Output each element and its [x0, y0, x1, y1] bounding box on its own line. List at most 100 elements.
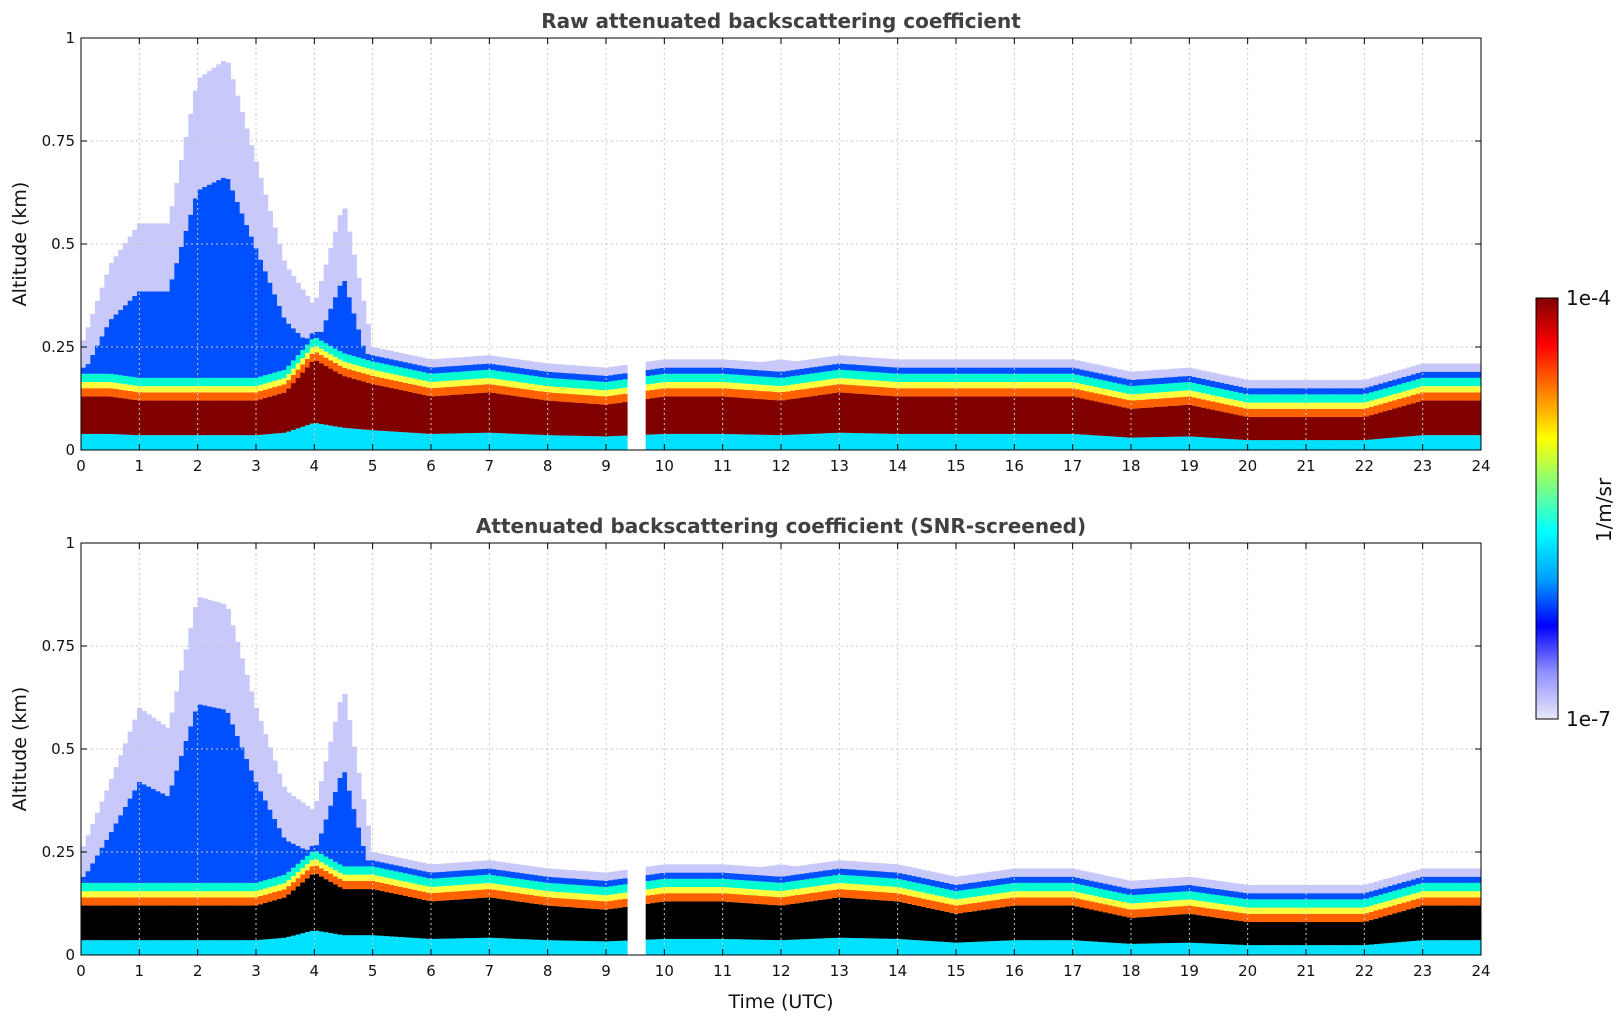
heatmap-cell [1037, 940, 1043, 955]
heatmap-cell [557, 869, 563, 878]
heatmap-cell [127, 399, 133, 435]
heatmap-cell [1313, 379, 1319, 389]
heatmap-cell [515, 886, 521, 894]
heatmap-cell [1145, 894, 1151, 903]
heatmap-cell [771, 905, 777, 941]
heatmap-cell [403, 382, 409, 392]
heatmap-cell [1448, 897, 1454, 906]
heatmap-cell [1271, 408, 1277, 418]
heatmap-cell [991, 388, 997, 397]
heatmap-cell [879, 395, 885, 434]
heatmap-cell [286, 431, 292, 450]
heatmap-cell [253, 400, 259, 436]
heatmap-cell [1280, 899, 1286, 908]
heatmap-cell [547, 905, 553, 941]
heatmap-cell [1359, 945, 1365, 955]
heatmap-cell [538, 875, 544, 882]
heatmap-cell [123, 390, 129, 399]
heatmap-cell [211, 435, 217, 450]
heatmap-cell [1383, 907, 1389, 917]
heatmap-cell [911, 867, 917, 877]
heatmap-cell [743, 880, 749, 889]
heatmap-cell [804, 368, 810, 375]
heatmap-cell [431, 901, 437, 939]
heatmap-cell [1042, 868, 1048, 877]
heatmap-cell [790, 384, 796, 391]
heatmap-cell [991, 941, 997, 955]
heatmap-cell [958, 942, 964, 955]
heatmap-cell [851, 861, 857, 870]
heatmap-cell [1163, 436, 1169, 450]
heatmap-cell [1070, 868, 1076, 877]
heatmap-cell [389, 373, 395, 380]
heatmap-cell [109, 778, 115, 832]
heatmap-cell [585, 871, 591, 880]
heatmap-cell [151, 788, 157, 883]
heatmap-cell [683, 396, 689, 434]
heatmap-cell [1336, 394, 1342, 403]
heatmap-cell [925, 893, 931, 900]
heatmap-cell [1448, 377, 1454, 387]
heatmap-cell [883, 433, 889, 450]
heatmap-cell [1047, 868, 1053, 877]
heatmap-cell [1056, 868, 1062, 877]
heatmap-cell [155, 791, 161, 883]
heatmap-cell [1275, 394, 1281, 403]
heatmap-cell [1429, 882, 1435, 892]
heatmap-cell [1051, 373, 1057, 383]
heatmap-cell [1089, 872, 1095, 881]
heatmap-cell [137, 435, 143, 450]
heatmap-cell [155, 905, 161, 941]
heatmap-cell [776, 400, 782, 436]
heatmap-cell [851, 393, 857, 433]
heatmap-cell [608, 404, 614, 437]
heatmap-cell [314, 331, 320, 339]
heatmap-cell [561, 898, 567, 907]
heatmap-cell [1121, 908, 1127, 917]
heatmap-cell [519, 893, 525, 902]
heatmap-cell [888, 886, 894, 893]
heatmap-cell [1089, 909, 1095, 942]
heatmap-cell [123, 243, 129, 306]
heatmap-cell [1112, 397, 1118, 406]
heatmap-cell [799, 397, 805, 435]
heatmap-cell [991, 879, 997, 886]
heatmap-cell [613, 374, 619, 381]
heatmap-cell [958, 433, 964, 450]
heatmap-cell [1443, 363, 1449, 372]
heatmap-cell [846, 370, 852, 379]
heatmap-cell [1047, 373, 1053, 383]
heatmap-cell [603, 404, 609, 437]
heatmap-cell [552, 386, 558, 393]
heatmap-cell [664, 382, 670, 389]
x-tick-label: 14 [888, 457, 907, 475]
heatmap-cell [711, 388, 717, 397]
heatmap-cell [127, 940, 133, 955]
heatmap-cell [888, 433, 894, 450]
heatmap-cell [753, 398, 759, 435]
heatmap-cell [1075, 883, 1081, 893]
heatmap-cell [529, 903, 535, 940]
heatmap-cell [1159, 893, 1165, 902]
heatmap-cell [1476, 891, 1481, 898]
heatmap-cell [1467, 868, 1473, 877]
heatmap-cell [617, 365, 623, 374]
heatmap-cell [244, 435, 250, 450]
heatmap-cell [127, 434, 133, 450]
heatmap-cell [118, 940, 124, 955]
heatmap-cell [239, 112, 245, 214]
heatmap-cell [1191, 405, 1197, 437]
heatmap-cell [1023, 882, 1029, 892]
heatmap-cell [902, 388, 908, 397]
heatmap-cell [944, 382, 950, 389]
heatmap-cell [930, 396, 936, 434]
y-axis-label: Altitude (km) [9, 687, 31, 812]
heatmap-cell [1285, 408, 1291, 418]
heatmap-cell [1471, 371, 1477, 378]
heatmap-cell [1117, 369, 1123, 378]
heatmap-cell [1313, 922, 1319, 946]
heatmap-cell [361, 845, 367, 867]
heatmap-cell [1294, 394, 1300, 403]
heatmap-cell [211, 392, 217, 401]
heatmap-cell [860, 365, 866, 372]
